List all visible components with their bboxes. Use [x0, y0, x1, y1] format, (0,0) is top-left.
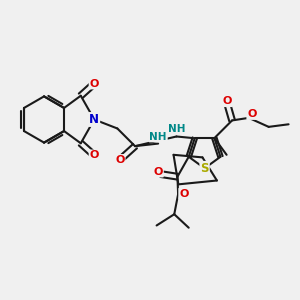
Text: N: N: [89, 113, 99, 126]
Text: S: S: [200, 162, 209, 175]
Text: NH: NH: [149, 131, 167, 142]
Text: O: O: [247, 109, 257, 119]
Text: O: O: [179, 189, 189, 199]
Text: NH: NH: [168, 124, 185, 134]
Text: O: O: [154, 167, 163, 176]
Text: O: O: [223, 96, 232, 106]
Text: O: O: [90, 79, 99, 88]
Text: O: O: [115, 155, 124, 165]
Text: O: O: [90, 151, 99, 160]
